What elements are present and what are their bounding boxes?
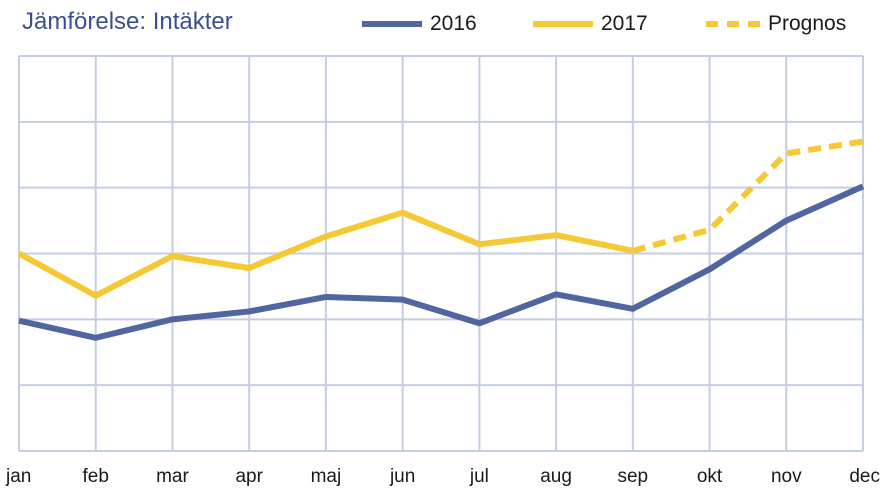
series-line-2017	[17, 209, 634, 299]
x-tick-label-mar: mar	[156, 466, 189, 487]
x-tick-label-maj: maj	[311, 466, 342, 487]
series-line-2016	[18, 183, 865, 341]
x-tick-label-jan: jan	[5, 466, 31, 487]
series-line-prognos	[632, 138, 864, 254]
x-tick-label-nov: nov	[771, 466, 802, 487]
series-lines	[17, 138, 865, 341]
x-tick-label-jul: jul	[469, 466, 489, 487]
legend-label-2017: 2017	[601, 12, 648, 35]
x-tick-label-jun: jun	[389, 466, 415, 487]
grid	[18, 55, 864, 452]
x-tick-label-sep: sep	[617, 466, 648, 487]
x-tick-label-apr: apr	[235, 466, 263, 487]
x-tick-label-okt: okt	[697, 466, 723, 487]
legend-label-prognos: Prognos	[768, 12, 847, 35]
legend-item-prognos: Prognos	[706, 12, 846, 36]
x-tick-label-aug: aug	[540, 466, 572, 487]
x-axis-ticks: jan feb mar apr maj jun jul aug sep okt nov dec	[5, 466, 880, 487]
chart-title: Jämförelse: Intäkter	[22, 8, 233, 35]
x-tick-label-dec: dec	[849, 466, 880, 487]
legend-item-2016: 2016	[362, 12, 477, 36]
legend-swatch-prognos	[706, 21, 760, 27]
legend-item-2017: 2017	[533, 12, 648, 36]
legend-label-2016: 2016	[430, 12, 477, 35]
legend-swatch-2017	[533, 21, 593, 27]
x-tick-label-feb: feb	[83, 466, 109, 487]
legend-swatch-2016	[362, 21, 422, 27]
